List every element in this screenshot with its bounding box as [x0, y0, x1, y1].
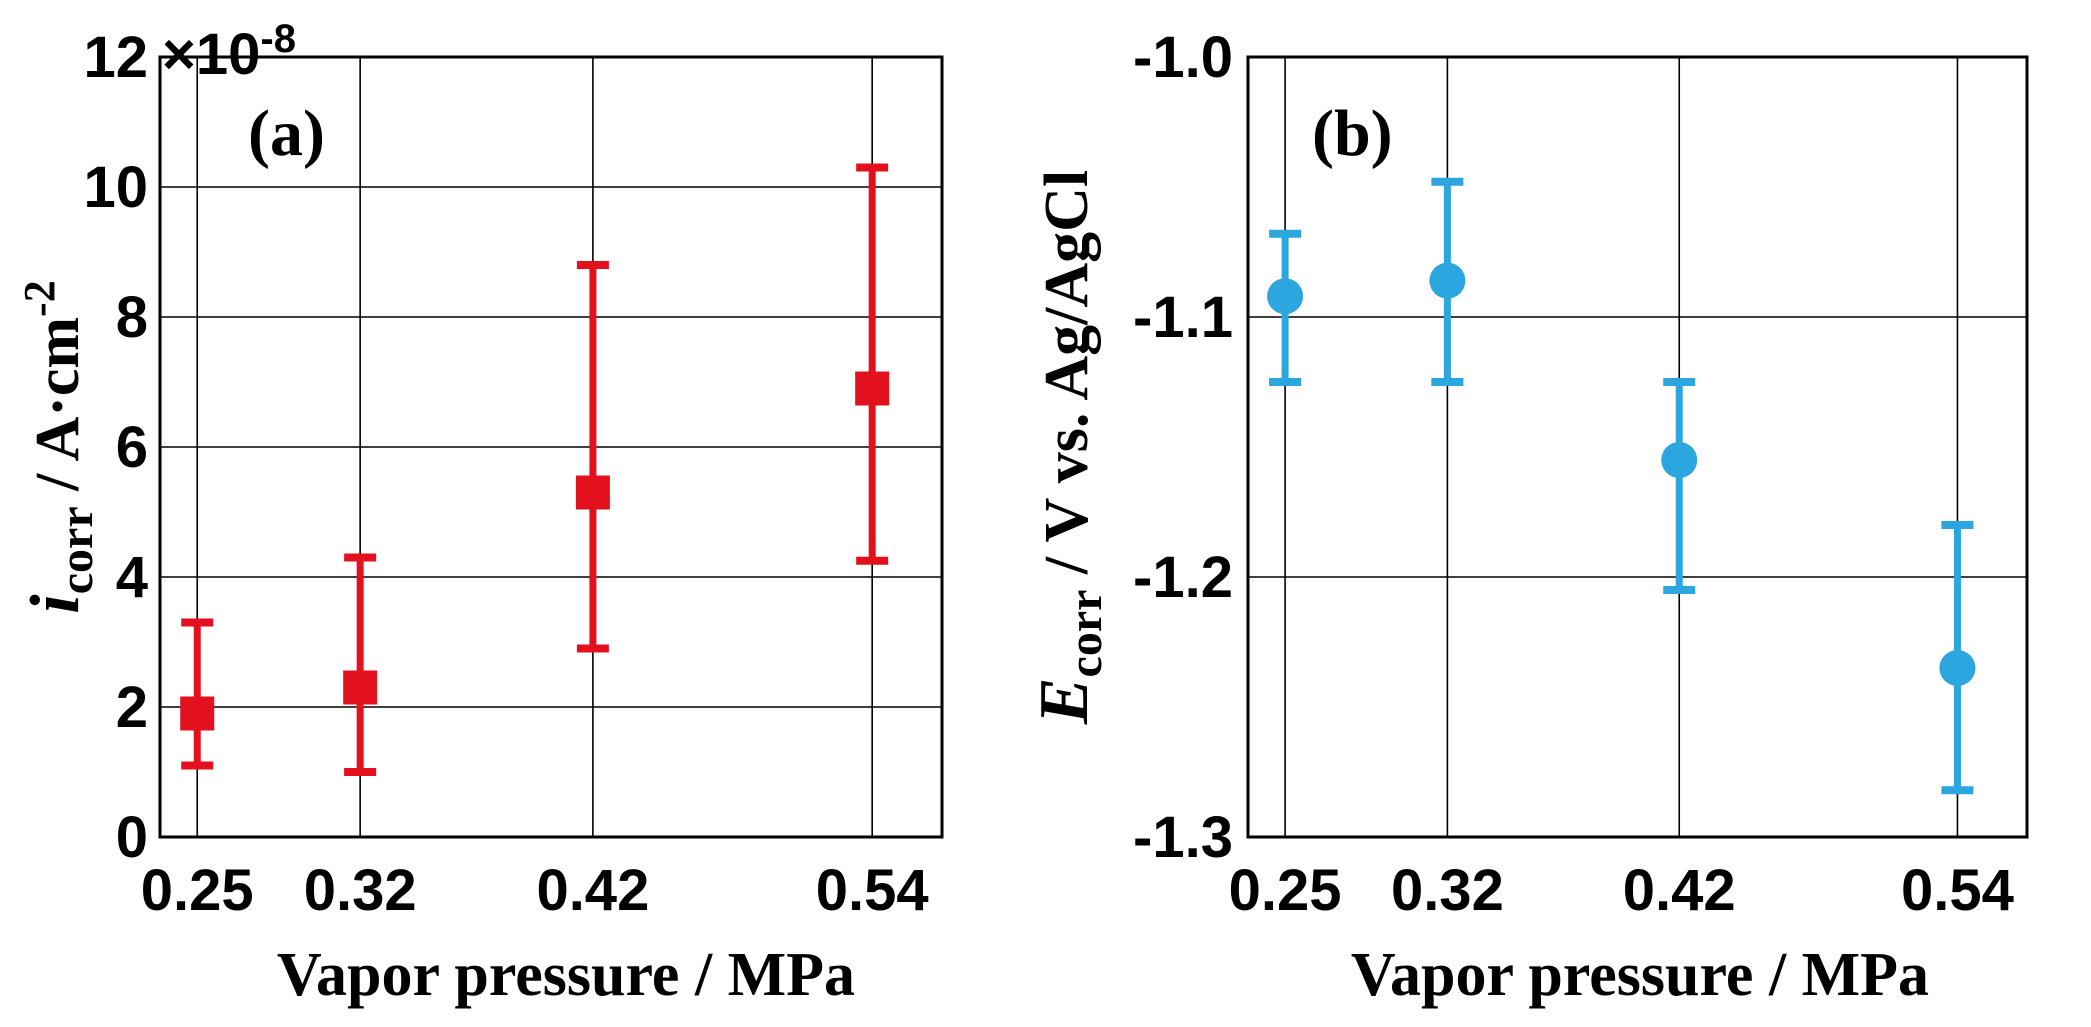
marker-square [575, 475, 610, 510]
y-axis-label-a: icorr / A·cm-2 [15, 280, 103, 613]
x-tick-label: 0.25 [141, 858, 254, 923]
marker-square [180, 696, 215, 731]
data-point [855, 163, 890, 565]
x-tick-label: 0.42 [1623, 858, 1736, 923]
y-ticks-b: -1.3 -1.2 -1.1 -1.0 [1133, 25, 1233, 870]
y-tick-label: 0 [116, 805, 148, 870]
y-tick-label: -1.3 [1133, 805, 1233, 870]
y-tick-label: 12 [83, 25, 148, 90]
x-tick-label: 0.42 [536, 858, 649, 923]
data-point [1429, 177, 1466, 386]
grid-a [160, 56, 942, 838]
data-point [343, 553, 378, 776]
y-tick-label: 8 [116, 285, 148, 350]
y-tick-label: 4 [116, 545, 148, 610]
grid-b [1248, 56, 2027, 838]
x-ticks-a: 0.25 0.32 0.42 0.54 [141, 858, 929, 923]
chart-panel-b: -1.3 -1.2 -1.1 -1.0 0.25 0.32 0.42 0.54 (b) Ec… [1026, 25, 2029, 1009]
series-b [1267, 177, 1976, 795]
y-ticks-a: 0 2 4 6 8 10 12 [83, 25, 148, 870]
marker-square [855, 371, 890, 406]
y-tick-label: -1.1 [1133, 285, 1233, 350]
marker-circle [1267, 278, 1304, 315]
y-tick-label: 2 [116, 675, 148, 740]
data-point [1939, 521, 1976, 795]
x-axis-label-b: Vapor pressure / MPa [1351, 941, 1929, 1009]
y-tick-label: 10 [83, 155, 148, 220]
y-tick-label: -1.0 [1133, 25, 1233, 90]
x-tick-label: 0.54 [816, 858, 929, 923]
chart-panel-a: 0 2 4 6 8 10 12 0.25 0.32 0.42 0.54 ×10-8 (a) ico… [15, 17, 944, 1009]
plot-frame-b [1246, 55, 2029, 839]
data-point [575, 261, 610, 653]
marker-square [343, 670, 378, 705]
y-axis-label-b: Ecorr / V vs. Ag/AgCl [1026, 170, 1112, 725]
y-tick-label: 6 [116, 415, 148, 480]
series-a [180, 163, 890, 776]
panel-label-b: (b) [1312, 97, 1393, 170]
marker-circle [1661, 442, 1698, 478]
x-ticks-b: 0.25 0.32 0.42 0.54 [1229, 858, 2014, 923]
x-axis-label-a: Vapor pressure / MPa [277, 941, 855, 1009]
data-point [1267, 229, 1304, 386]
x-tick-label: 0.32 [1391, 858, 1504, 923]
x-tick-label: 0.32 [304, 858, 417, 923]
exponent-label-a: ×10-8 [162, 17, 296, 87]
data-point [180, 618, 215, 770]
x-tick-label: 0.25 [1229, 858, 1342, 923]
marker-circle [1939, 650, 1976, 686]
x-tick-label: 0.54 [1901, 858, 2014, 923]
y-tick-label: -1.2 [1133, 545, 1233, 610]
data-point [1661, 378, 1698, 594]
panel-label-a: (a) [248, 97, 325, 170]
marker-circle [1429, 262, 1466, 299]
